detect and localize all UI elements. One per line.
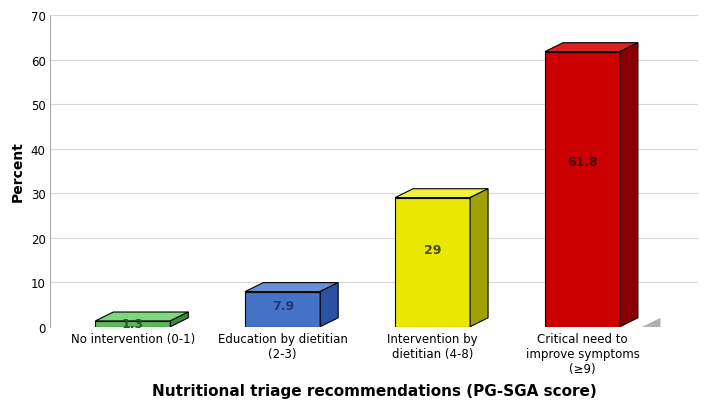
Polygon shape (395, 189, 488, 198)
Polygon shape (170, 312, 189, 327)
Polygon shape (545, 44, 638, 52)
Polygon shape (470, 189, 488, 327)
Y-axis label: Percent: Percent (11, 141, 25, 202)
Polygon shape (642, 318, 660, 340)
X-axis label: Nutritional triage recommendations (PG-SGA score): Nutritional triage recommendations (PG-S… (152, 383, 596, 398)
FancyBboxPatch shape (545, 52, 620, 327)
FancyBboxPatch shape (245, 292, 320, 327)
Text: 7.9: 7.9 (272, 299, 294, 312)
Text: 61.8: 61.8 (567, 156, 598, 169)
Polygon shape (245, 283, 338, 292)
Text: 29: 29 (424, 243, 441, 256)
FancyBboxPatch shape (96, 321, 170, 327)
Bar (50, 327, 698, 340)
FancyBboxPatch shape (395, 198, 470, 327)
Polygon shape (320, 283, 338, 327)
Polygon shape (96, 312, 189, 321)
Polygon shape (620, 44, 638, 327)
Text: 1.3: 1.3 (122, 317, 144, 330)
